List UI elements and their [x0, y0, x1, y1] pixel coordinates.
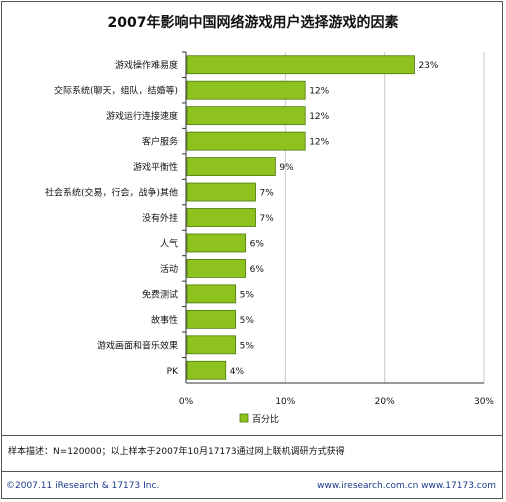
footer-divider-top: [1, 435, 503, 436]
category-label: 游戏操作难易度: [115, 59, 178, 71]
value-label: 9%: [279, 163, 294, 173]
category-label: 游戏画面和音乐效果: [97, 339, 178, 351]
value-label: 4%: [230, 367, 245, 377]
value-label: 7%: [260, 214, 275, 224]
bar: [186, 284, 237, 304]
bar: [186, 208, 256, 227]
website-urls: www.iresearch.com.cn www.17173.com: [317, 481, 496, 491]
category-label: 交际系统(聊天，组队，结婚等): [54, 85, 178, 97]
bar: [186, 182, 256, 202]
category-label: 没有外挂: [142, 212, 178, 224]
value-label: 5%: [240, 341, 255, 351]
x-tick-label: 0%: [179, 397, 194, 407]
category-label: 免费测试: [142, 288, 178, 300]
value-label: 12%: [309, 87, 329, 97]
value-label: 6%: [250, 239, 265, 249]
chart-title: 2007年影响中国网络游戏用户选择游戏的因素: [107, 15, 399, 31]
value-label: 23%: [418, 61, 438, 71]
footer-divider-bottom: [1, 471, 503, 472]
bar: [186, 259, 246, 278]
bar-chart: 0% 10% 20% 30% 游戏操作难易度 23% 交际系统(聊天，组队，结婚等) 12% 游…: [45, 51, 494, 425]
x-tick-label: 30%: [474, 397, 494, 407]
bar: [186, 55, 415, 75]
category-label: 游戏运行连接速度: [106, 110, 178, 122]
bar: [186, 309, 237, 329]
bar: [186, 131, 306, 151]
category-label: 客户服务: [142, 136, 178, 148]
sample-description: 样本描述：N=120000；以上样本于2007年10月17173通过网上联机调研…: [8, 447, 345, 457]
x-tick-label: 10%: [275, 397, 295, 407]
value-label: 5%: [240, 316, 255, 326]
category-label: 人气: [160, 237, 178, 249]
category-label: PK: [167, 367, 179, 377]
legend-swatch: [239, 413, 249, 423]
copyright-text: ©2007.11 iResearch & 17173 Inc.: [6, 481, 160, 491]
category-label: 社会系统(交易，行会，战争)其他: [45, 187, 178, 199]
x-tick-label: 20%: [375, 397, 395, 407]
value-label: 12%: [309, 138, 329, 148]
value-label: 6%: [250, 265, 265, 275]
value-label: 7%: [260, 189, 275, 199]
bar: [186, 335, 237, 355]
bar: [186, 106, 306, 126]
category-label: 活动: [160, 263, 178, 275]
bar: [186, 360, 227, 380]
bar: [186, 157, 276, 176]
value-label: 12%: [309, 112, 329, 122]
category-label: 游戏平衡性: [133, 161, 178, 173]
value-label: 5%: [240, 290, 255, 300]
category-label: 故事性: [151, 314, 178, 326]
bar: [186, 80, 306, 100]
bar: [186, 233, 246, 253]
legend-label: 百分比: [252, 413, 279, 425]
